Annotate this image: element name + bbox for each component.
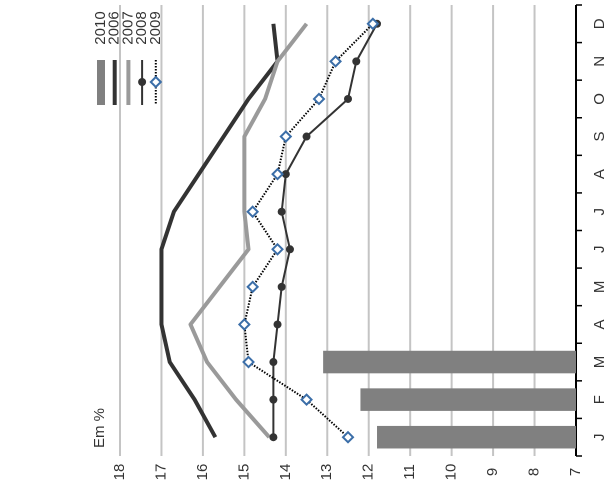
point-marker xyxy=(242,355,255,369)
category-label: A xyxy=(591,319,608,329)
point-marker xyxy=(246,205,260,219)
legend-swatch xyxy=(97,60,105,105)
point-marker xyxy=(269,358,278,367)
value-tick-label: 16 xyxy=(194,464,211,481)
value-tick-label: 8 xyxy=(526,468,543,476)
legend-label: 2008 xyxy=(133,11,150,44)
series-line xyxy=(188,22,309,439)
point-marker xyxy=(277,207,286,216)
series-line xyxy=(272,23,378,438)
point-marker xyxy=(237,318,251,331)
value-tick-label: 7 xyxy=(567,468,584,476)
point-marker xyxy=(271,167,284,181)
point-marker xyxy=(285,245,294,254)
point-marker xyxy=(312,92,326,106)
value-tick-label: 10 xyxy=(443,464,460,481)
point-marker xyxy=(352,57,361,66)
value-tick-label: 14 xyxy=(277,464,294,481)
point-marker xyxy=(246,280,260,294)
point-marker xyxy=(344,94,352,103)
point-marker xyxy=(277,282,286,291)
series-line xyxy=(159,23,280,439)
bar xyxy=(323,350,576,374)
series-line xyxy=(243,23,374,438)
bar xyxy=(360,388,576,411)
bar xyxy=(377,425,576,449)
value-tick-label: 12 xyxy=(360,464,377,481)
category-label: J xyxy=(591,208,608,216)
legend-label: 2007 xyxy=(119,11,136,44)
legend-marker xyxy=(149,75,163,89)
category-label: S xyxy=(591,132,608,142)
category-label: J xyxy=(591,433,608,441)
point-marker xyxy=(273,320,282,329)
value-tick-label: 9 xyxy=(484,468,501,476)
value-tick-label: 15 xyxy=(235,464,252,481)
value-tick-label: 17 xyxy=(152,464,169,481)
category-label: N xyxy=(591,56,608,67)
category-label: D xyxy=(591,18,608,29)
point-marker xyxy=(329,54,342,68)
point-marker xyxy=(302,132,311,141)
category-label: F xyxy=(591,395,608,404)
value-tick-label: 11 xyxy=(401,464,418,480)
point-marker xyxy=(300,393,313,407)
category-label: J xyxy=(591,246,608,254)
point-marker xyxy=(271,242,284,256)
legend-marker xyxy=(138,78,147,86)
point-marker xyxy=(281,170,290,179)
axis-unit-label: Em % xyxy=(91,408,108,448)
point-marker xyxy=(366,17,380,31)
category-label: M xyxy=(591,281,608,294)
category-label: O xyxy=(591,93,608,105)
point-marker xyxy=(269,433,278,442)
value-tick-label: 18 xyxy=(111,464,128,481)
point-marker xyxy=(279,130,293,143)
legend-label: 2006 xyxy=(106,11,123,44)
point-marker xyxy=(269,395,278,404)
legend-label: 2010 xyxy=(92,11,109,44)
category-label: A xyxy=(591,169,608,179)
category-label: M xyxy=(591,356,608,369)
point-marker xyxy=(341,430,355,444)
value-tick-label: 13 xyxy=(318,464,335,481)
legend-label: 2009 xyxy=(147,11,164,44)
